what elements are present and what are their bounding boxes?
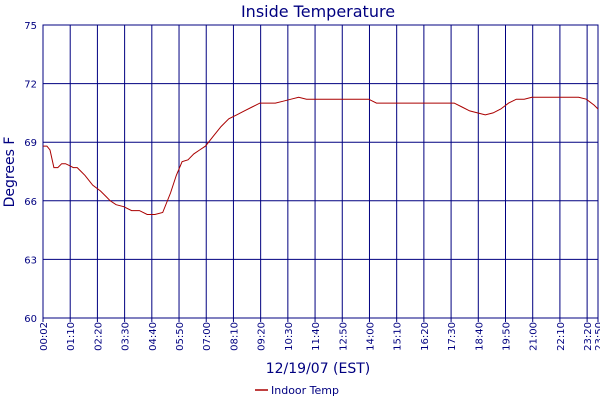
x-tick-label: 23:50 — [594, 322, 600, 351]
x-tick-labels: 00:02 01:10 02:20 03:30 04:40 05:50 07:00 08:10… — [39, 322, 600, 351]
y-tick-label: 72 — [24, 80, 37, 91]
y-tick-label: 69 — [24, 138, 37, 149]
x-tick-label: 17:30 — [447, 322, 458, 351]
x-tick-label: 11:40 — [311, 322, 322, 351]
x-tick-label: 10:30 — [284, 322, 295, 351]
x-tick-label: 08:10 — [229, 322, 240, 351]
x-tick-label: 09:20 — [257, 322, 268, 351]
x-tick-label: 02:20 — [93, 322, 104, 351]
x-tick-label: 05:50 — [175, 322, 186, 351]
x-tick-label: 15:10 — [393, 322, 404, 351]
x-tick-label: 14:00 — [365, 322, 376, 351]
x-axis-label: 12/19/07 (EST) — [266, 361, 371, 377]
series-line-indoor-temp — [43, 96, 599, 215]
x-tick-label: 18:40 — [474, 322, 485, 351]
x-tick-label: 23:20 — [583, 322, 594, 351]
legend: Indoor Temp — [255, 384, 339, 397]
x-tick-label: 12:50 — [338, 322, 349, 351]
x-tick-label: 22:10 — [556, 322, 567, 351]
x-tick-label: 03:30 — [121, 322, 132, 351]
plot-area — [42, 24, 599, 319]
chart-title: Inside Temperature — [241, 2, 395, 21]
x-tick-label: 16:20 — [420, 322, 431, 351]
horizontal-gridlines — [43, 24, 598, 319]
y-tick-label: 66 — [24, 197, 37, 208]
y-tick-label: 63 — [24, 255, 37, 266]
y-tick-labels: 75 72 69 66 63 60 — [24, 21, 37, 325]
x-tick-label: 04:40 — [148, 322, 159, 351]
x-tick-label: 00:02 — [39, 322, 50, 351]
x-tick-label: 07:00 — [202, 322, 213, 351]
legend-label: Indoor Temp — [271, 384, 339, 397]
vertical-gridlines — [42, 25, 599, 322]
x-tick-label: 19:50 — [502, 322, 513, 351]
y-axis-label: Degrees F — [2, 137, 18, 208]
x-tick-label: 21:00 — [529, 322, 540, 351]
x-tick-label: 01:10 — [66, 322, 77, 351]
y-tick-label: 60 — [24, 314, 37, 325]
y-tick-label: 75 — [24, 21, 37, 32]
